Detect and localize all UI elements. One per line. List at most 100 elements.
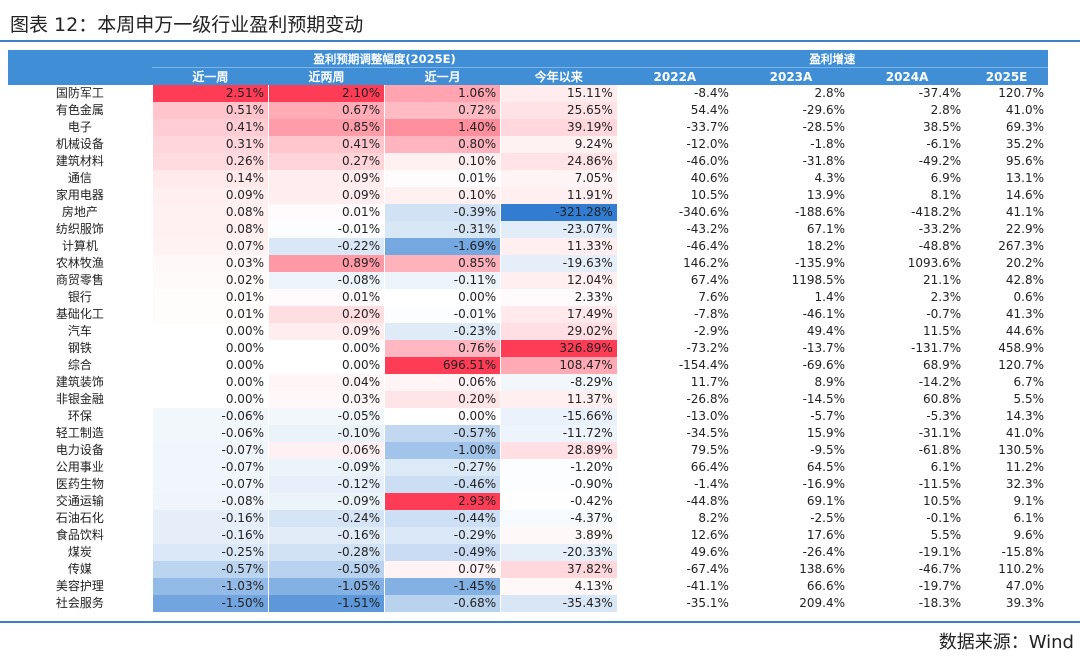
cell-2023a: 67.1% bbox=[806, 222, 846, 236]
cell-2025e: 13.1% bbox=[1005, 171, 1044, 185]
cell-2024a: -33.2% bbox=[918, 222, 962, 236]
cell-2023a: 209.4% bbox=[799, 596, 846, 610]
cell-1m: 0.72% bbox=[384, 102, 501, 119]
table-row: 电力设备 -0.07% 0.06% -1.00% 28.89% 79.5% -9.5% -61… bbox=[8, 442, 1048, 459]
table-row: 公用事业 -0.07% -0.09% -0.27% -1.20% 66.4% 64.5% 6.… bbox=[8, 459, 1048, 476]
cell-2022a: 7.6% bbox=[698, 290, 729, 304]
cell-2024a: -418.2% bbox=[911, 205, 962, 219]
cell-1w: 0.03% bbox=[151, 255, 269, 272]
cell-1w: -0.57% bbox=[151, 561, 269, 578]
cell-1w: 0.07% bbox=[151, 238, 269, 255]
cell-2w: 0.00% bbox=[267, 357, 385, 374]
cell-2w: -0.16% bbox=[267, 527, 385, 544]
cell-2w: 0.89% bbox=[267, 255, 385, 272]
cell-2025e: 95.6% bbox=[1005, 154, 1044, 168]
cell-1w: 0.14% bbox=[151, 170, 269, 187]
cell-2025e: 110.2% bbox=[998, 562, 1044, 576]
table-row: 食品饮料 -0.16% -0.16% -0.29% 3.89% 12.6% 17.6% 5.5… bbox=[8, 527, 1048, 544]
cell-ytd: 29.02% bbox=[500, 323, 617, 340]
col-header-2024a: 2024A bbox=[849, 67, 966, 85]
cell-2w: -0.50% bbox=[267, 561, 385, 578]
cell-1m: 0.07% bbox=[384, 561, 501, 578]
cell-1w: 2.51% bbox=[151, 85, 269, 102]
cell-2023a: 1198.5% bbox=[791, 273, 846, 287]
cell-1m: 0.20% bbox=[384, 391, 501, 408]
cell-ytd: 326.89% bbox=[500, 340, 617, 357]
cell-2025e: 9.6% bbox=[1013, 528, 1045, 542]
cell-2023a: 138.6% bbox=[799, 562, 846, 576]
cell-2025e: 9.1% bbox=[1013, 494, 1045, 508]
cell-2024a: -0.1% bbox=[926, 511, 962, 525]
industry-name: 计算机 bbox=[61, 239, 98, 253]
cell-2w: 0.09% bbox=[267, 170, 385, 187]
cell-2025e: 32.3% bbox=[1005, 477, 1044, 491]
cell-2022a: -7.8% bbox=[694, 307, 729, 321]
cell-2023a: 18.2% bbox=[806, 239, 846, 253]
cell-2022a: 66.4% bbox=[690, 460, 729, 474]
cell-2022a: -35.1% bbox=[686, 596, 729, 610]
table-row: 有色金属 0.51% 0.67% 0.72% 25.65% 54.4% -29.6% 2.8%… bbox=[8, 102, 1048, 119]
cell-2w: -0.05% bbox=[267, 408, 385, 425]
cell-2022a: 54.4% bbox=[690, 103, 729, 117]
cell-2023a: -69.6% bbox=[802, 358, 846, 372]
table-row: 基础化工 0.01% 0.20% -0.01% 17.49% -7.8% -46.1% -0.… bbox=[8, 306, 1048, 323]
cell-2w: -0.22% bbox=[267, 238, 385, 255]
cell-2024a: -49.2% bbox=[918, 154, 962, 168]
cell-1m: 0.10% bbox=[384, 153, 501, 170]
cell-2022a: -46.0% bbox=[686, 154, 729, 168]
cell-1w: -0.25% bbox=[151, 544, 269, 561]
table-row: 环保 -0.06% -0.05% 0.00% -15.66% -13.0% -5.7% -5.… bbox=[8, 408, 1048, 425]
cell-2022a: -43.2% bbox=[686, 222, 729, 236]
industry-name: 电子 bbox=[67, 120, 92, 134]
cell-2025e: 11.2% bbox=[1005, 460, 1044, 474]
cell-2w: 0.09% bbox=[267, 323, 385, 340]
cell-2w: 0.01% bbox=[267, 204, 385, 221]
industry-name: 商贸零售 bbox=[55, 273, 104, 287]
cell-2025e: 35.2% bbox=[1005, 137, 1044, 151]
cell-1w: -0.16% bbox=[151, 527, 269, 544]
cell-ytd: -23.07% bbox=[500, 221, 617, 238]
cell-ytd: 11.33% bbox=[500, 238, 617, 255]
table-row: 农林牧渔 0.03% 0.89% 0.85% -19.63% 146.2% -135.9% 1… bbox=[8, 255, 1048, 272]
cell-2024a: -14.2% bbox=[918, 375, 962, 389]
cell-2024a: 2.8% bbox=[930, 103, 962, 117]
cell-2024a: 6.1% bbox=[930, 460, 962, 474]
cell-2022a: -73.2% bbox=[686, 341, 729, 355]
cell-2w: 0.67% bbox=[267, 102, 385, 119]
cell-1m: -1.45% bbox=[384, 578, 501, 595]
cell-1m: 0.00% bbox=[384, 289, 501, 306]
industry-name: 银行 bbox=[67, 290, 92, 304]
cell-2w: 0.01% bbox=[267, 289, 385, 306]
cell-2024a: 10.5% bbox=[923, 494, 962, 508]
cell-2025e: 14.6% bbox=[1005, 188, 1044, 202]
cell-2022a: -1.4% bbox=[694, 477, 729, 491]
cell-1m: 0.85% bbox=[384, 255, 501, 272]
cell-2w: 0.41% bbox=[267, 136, 385, 153]
earnings-forecast-table: 盈利预期调整幅度(2025E) 盈利增速 近一周 近两周 近一月 今年以来 20… bbox=[8, 50, 1048, 612]
col-header-1m: 近一月 bbox=[384, 67, 501, 85]
cell-2023a: 2.8% bbox=[814, 86, 846, 100]
cell-2023a: -135.9% bbox=[794, 256, 846, 270]
industry-name: 食品饮料 bbox=[55, 528, 104, 542]
cell-2023a: 1.4% bbox=[814, 290, 846, 304]
cell-1m: 0.06% bbox=[384, 374, 501, 391]
cell-1w: 0.08% bbox=[151, 204, 269, 221]
col-header-2w: 近两周 bbox=[268, 67, 385, 85]
table-row: 家用电器 0.09% 0.09% 0.10% 11.91% 10.5% 13.9% 8.1% 1… bbox=[8, 187, 1048, 204]
cell-2025e: 20.2% bbox=[1005, 256, 1044, 270]
cell-2023a: -9.5% bbox=[810, 443, 846, 457]
industry-name: 电力设备 bbox=[55, 443, 104, 457]
cell-ytd: 9.24% bbox=[500, 136, 617, 153]
corner-header bbox=[8, 50, 153, 68]
cell-ytd: 11.91% bbox=[500, 187, 617, 204]
cell-2w: -0.09% bbox=[267, 493, 385, 510]
cell-2023a: -28.5% bbox=[802, 120, 846, 134]
cell-2024a: -19.7% bbox=[918, 579, 962, 593]
cell-2023a: 4.3% bbox=[814, 171, 846, 185]
cell-2023a: 69.1% bbox=[806, 494, 846, 508]
industry-name: 轻工制造 bbox=[55, 426, 104, 440]
cell-2w: -0.24% bbox=[267, 510, 385, 527]
cell-ytd: 12.04% bbox=[500, 272, 617, 289]
cell-2w: -0.01% bbox=[267, 221, 385, 238]
cell-2022a: -26.8% bbox=[686, 392, 729, 406]
